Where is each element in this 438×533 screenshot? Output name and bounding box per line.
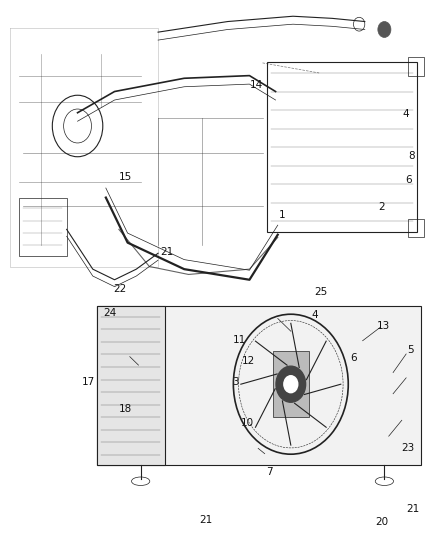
Circle shape — [378, 21, 391, 37]
Bar — [19, 198, 67, 256]
Circle shape — [284, 376, 298, 393]
Bar — [97, 306, 421, 465]
Text: 15: 15 — [119, 172, 132, 182]
Text: 21: 21 — [199, 515, 212, 525]
Text: 25: 25 — [314, 287, 328, 297]
Text: 23: 23 — [402, 443, 415, 453]
Text: 22: 22 — [113, 284, 127, 294]
Bar — [408, 57, 424, 76]
Text: 5: 5 — [407, 345, 414, 356]
Text: 4: 4 — [403, 109, 410, 119]
Text: 3: 3 — [232, 377, 238, 387]
Text: 12: 12 — [242, 356, 255, 366]
Text: 2: 2 — [378, 202, 385, 212]
Bar — [408, 219, 424, 237]
Text: 14: 14 — [249, 79, 263, 90]
Text: 6: 6 — [405, 175, 412, 185]
Bar — [272, 351, 309, 417]
Bar — [267, 62, 417, 232]
Text: 11: 11 — [233, 335, 247, 345]
Text: 13: 13 — [377, 321, 390, 331]
Text: 20: 20 — [376, 517, 389, 527]
Bar — [97, 306, 165, 465]
Text: 18: 18 — [119, 403, 132, 414]
Circle shape — [276, 366, 306, 402]
Text: 21: 21 — [160, 247, 173, 257]
Text: 21: 21 — [406, 504, 419, 514]
Text: 24: 24 — [103, 308, 117, 318]
Text: 8: 8 — [408, 151, 415, 161]
Text: 10: 10 — [241, 418, 254, 428]
Text: 17: 17 — [82, 377, 95, 387]
Text: 1: 1 — [279, 210, 286, 220]
Text: 6: 6 — [350, 353, 357, 362]
Text: 7: 7 — [266, 467, 272, 477]
Text: 4: 4 — [311, 310, 318, 320]
